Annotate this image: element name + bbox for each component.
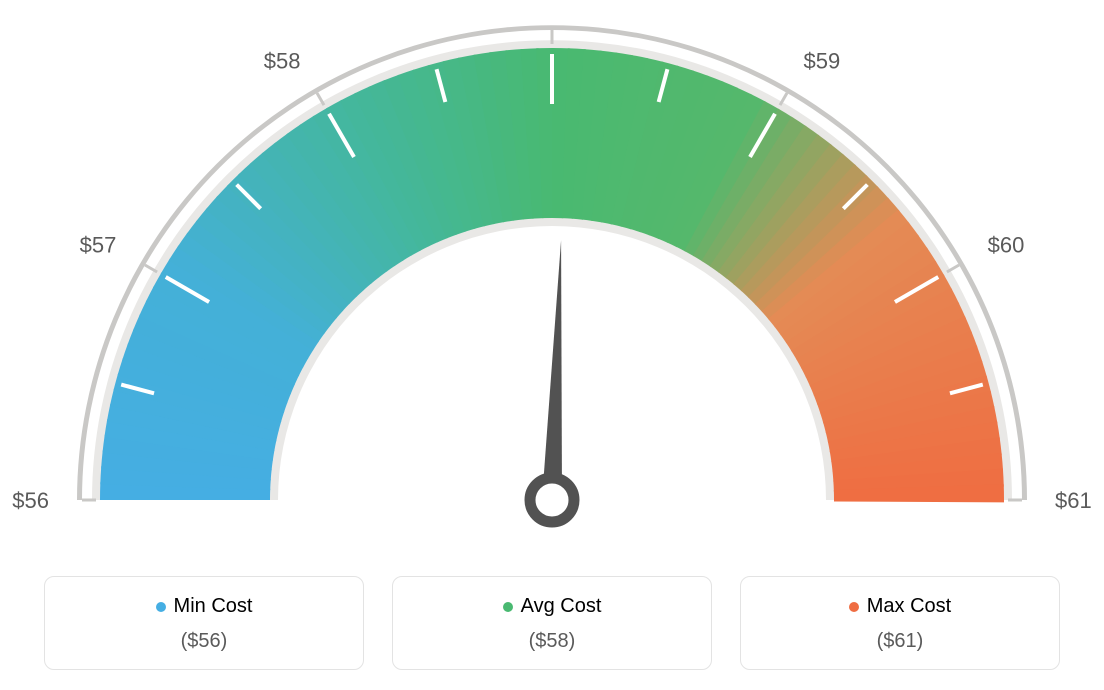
legend-dot-avg (503, 602, 513, 612)
legend-label-max: Max Cost (867, 595, 951, 618)
legend-dot-max (849, 602, 859, 612)
legend-title-avg: Avg Cost (503, 595, 602, 618)
legend-value-max: ($61) (751, 630, 1049, 653)
legend-card-max: Max Cost ($61) (740, 576, 1060, 670)
legend-title-min: Min Cost (156, 595, 253, 618)
svg-text:$58: $58 (264, 48, 301, 73)
svg-text:$59: $59 (804, 48, 841, 73)
legend-card-avg: Avg Cost ($58) (392, 576, 712, 670)
svg-text:$61: $61 (1055, 488, 1092, 513)
legend-value-avg: ($58) (403, 630, 701, 653)
legend-title-max: Max Cost (849, 595, 951, 618)
svg-text:$56: $56 (12, 488, 49, 513)
gauge-svg: $56 $57 $58 $58 $59 $60 $61 (0, 0, 1104, 560)
legend-card-min: Min Cost ($56) (44, 576, 364, 670)
legend-value-min: ($56) (55, 630, 353, 653)
legend-label-avg: Avg Cost (521, 595, 602, 618)
svg-text:$60: $60 (988, 233, 1025, 258)
svg-text:$58: $58 (534, 0, 571, 2)
legend-dot-min (156, 602, 166, 612)
gauge-chart: $56 $57 $58 $58 $59 $60 $61 (0, 0, 1104, 550)
legend-row: Min Cost ($56) Avg Cost ($58) Max Cost (… (0, 576, 1104, 670)
legend-label-min: Min Cost (174, 595, 253, 618)
svg-text:$57: $57 (80, 233, 117, 258)
